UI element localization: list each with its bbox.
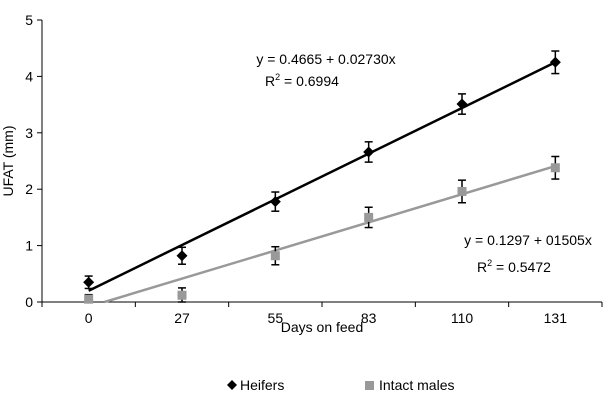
x-tick-label-5: 131 (544, 310, 568, 326)
x-axis-label: Days on feed (281, 319, 364, 335)
trendline-0 (88, 61, 556, 292)
x-axis-ticks: 0 27 55 83 110 131 (41, 302, 603, 326)
trendline-1 (104, 164, 556, 304)
point-1-5 (550, 163, 560, 173)
equation-intact-males-text: y = 0.1297 + 01505x (464, 232, 592, 248)
legend-item-heifers: Heifers (227, 377, 284, 393)
y-tick-label-4: 4 (25, 68, 33, 84)
error-bars (84, 50, 560, 303)
point-1-3 (364, 212, 374, 222)
point-0-4 (456, 98, 468, 110)
data-markers (83, 56, 561, 304)
trendlines (88, 61, 556, 304)
y-tick-label-3: 3 (25, 125, 33, 141)
point-1-1 (177, 290, 187, 300)
point-1-2 (270, 251, 280, 261)
point-0-3 (363, 146, 375, 158)
legend-item-intact-males: Intact males (365, 377, 454, 393)
equation-intact-males: y = 0.1297 + 01505x R2 = 0.5472 (464, 232, 592, 275)
equation-heifers-text: y = 0.4665 + 0.02730x (256, 51, 395, 67)
point-0-5 (549, 56, 561, 68)
y-tick-label-0: 0 (25, 294, 33, 310)
plot-area: 0 1 2 3 4 5 0 27 55 83 110 131 (25, 12, 603, 326)
y-axis-label: UFAT (mm) (0, 125, 16, 196)
r-squared-heifers: R2 = 0.6994 (265, 72, 339, 89)
point-0-1 (176, 250, 188, 262)
y-axis-ticks: 0 1 2 3 4 5 (25, 12, 42, 310)
point-0-2 (269, 196, 281, 208)
x-tick-label-3: 83 (361, 310, 377, 326)
legend-marker-square-icon (365, 381, 374, 390)
point-0-0 (83, 276, 95, 288)
x-tick-label-2: 55 (268, 310, 284, 326)
point-1-4 (457, 186, 467, 196)
r-squared-intact-males: R2 = 0.5472 (477, 258, 551, 275)
x-tick-label-4: 110 (451, 310, 474, 326)
y-tick-label-2: 2 (25, 181, 33, 197)
y-tick-label-5: 5 (25, 12, 33, 28)
legend-marker-diamond-icon (227, 380, 237, 390)
y-tick-label-1: 1 (25, 238, 33, 254)
legend-label-intact-males: Intact males (379, 377, 454, 393)
x-tick-label-1: 27 (174, 310, 190, 326)
equation-heifers: y = 0.4665 + 0.02730x R2 = 0.6994 (256, 51, 395, 89)
point-1-0 (84, 294, 94, 304)
x-tick-label-0: 0 (85, 310, 93, 326)
legend: Heifers Intact males (227, 377, 454, 393)
legend-label-heifers: Heifers (240, 377, 284, 393)
